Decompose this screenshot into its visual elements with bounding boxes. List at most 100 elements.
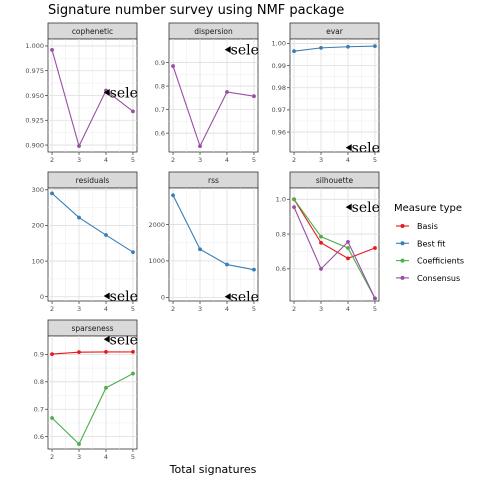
data-point <box>104 233 108 237</box>
x-tick-label: 3 <box>77 156 81 164</box>
series-line-basis <box>293 199 376 260</box>
y-tick-label: 0.96 <box>272 128 286 136</box>
select-label: select <box>231 290 273 306</box>
select-label: select <box>110 289 152 305</box>
strip-label-cophenetic: cophenetic <box>72 27 113 36</box>
data-point <box>77 144 81 148</box>
data-point <box>346 239 350 244</box>
select-label: select <box>110 332 152 348</box>
data-point <box>171 193 175 198</box>
data-point <box>131 371 135 376</box>
y-tick-label: 0.925 <box>25 117 44 125</box>
data-point <box>292 197 296 202</box>
y-tick-label: 300 <box>32 186 44 194</box>
triangle-left-icon <box>103 89 110 97</box>
select-label: select <box>352 141 394 157</box>
strip-label-rss: rss <box>208 176 219 185</box>
data-point <box>131 109 135 114</box>
legend-key-point <box>400 241 405 246</box>
y-tick-label: 0.8 <box>276 230 286 238</box>
y-tick-label: 1.00 <box>272 40 286 48</box>
series-line-basis <box>52 351 133 355</box>
y-tick-label: 0.7 <box>155 106 165 114</box>
triangle-left-icon <box>345 144 352 152</box>
y-tick-label: 0.6 <box>155 129 165 137</box>
select-label: select <box>110 86 152 102</box>
data-point <box>346 256 350 261</box>
y-tick-label: 1000 <box>148 257 165 265</box>
x-tick-label: 4 <box>346 305 350 313</box>
data-point <box>252 267 256 272</box>
triangle-left-icon <box>224 293 231 301</box>
series-line-consensus <box>51 49 134 148</box>
triangle-left-icon <box>224 46 231 54</box>
data-point <box>319 45 323 50</box>
x-tick-label: 3 <box>198 305 202 313</box>
data-point <box>104 385 108 390</box>
select-annotation: select <box>224 290 273 306</box>
x-tick-label: 5 <box>131 305 135 313</box>
panel-rss: rss 2 3 4 5 0 1000 2000 select <box>148 171 273 313</box>
y-tick-label: 1.0 <box>276 196 286 204</box>
series-line-coefficients <box>293 198 376 299</box>
y-tick-label: 0.8 <box>155 82 165 90</box>
series-line-best-fit <box>51 192 134 253</box>
legend-entry-best-fit: Best fit <box>396 239 445 248</box>
data-point <box>373 44 377 48</box>
panel-sparseness: sparseness 2 3 4 5 0.6 0.7 0.8 0.9 select <box>34 319 152 461</box>
y-tick-label: 0.6 <box>276 265 286 273</box>
y-tick-label: 0.900 <box>25 141 44 149</box>
legend-entry-coefficients: Coefficients <box>396 257 464 266</box>
x-tick-label: 5 <box>373 156 377 164</box>
x-tick-label: 4 <box>104 453 108 461</box>
data-point <box>50 416 54 420</box>
data-point <box>198 247 202 252</box>
data-point <box>319 266 323 271</box>
x-tick-label: 4 <box>225 305 229 313</box>
triangle-left-icon <box>345 203 352 211</box>
y-tick-label: 0.950 <box>25 92 44 100</box>
y-tick-label: 0.975 <box>25 67 44 75</box>
strip-label-sparseness: sparseness <box>71 324 113 333</box>
panel-cophenetic: cophenetic 2 3 4 5 0.900 0.925 0.950 0.975 1.000 s… <box>25 22 152 164</box>
x-tick-label: 3 <box>319 305 323 313</box>
legend-title: Measure type <box>394 203 462 214</box>
series-line-consensus <box>172 65 255 148</box>
x-tick-label: 5 <box>131 453 135 461</box>
legend-entry-consensus: Consensus <box>396 274 460 283</box>
chart-title: Signature number survey using NMF packag… <box>48 3 344 18</box>
legend-key-point <box>400 258 405 263</box>
x-tick-label: 2 <box>292 305 296 313</box>
x-tick-label: 3 <box>77 305 81 313</box>
panel-dispersion: dispersion 2 3 4 5 0.6 0.7 0.8 0.9 select <box>155 22 259 164</box>
x-tick-label: 3 <box>319 156 323 164</box>
data-point <box>131 350 135 354</box>
select-annotation: select <box>224 43 258 59</box>
y-tick-label: 0 <box>161 294 165 302</box>
y-tick-label: 2000 <box>148 221 165 229</box>
y-tick-label: 0.8 <box>34 378 44 386</box>
x-tick-label: 3 <box>77 453 81 461</box>
legend-key-point <box>400 224 405 228</box>
x-tick-label: 2 <box>50 453 54 461</box>
select-annotation: select <box>345 200 379 216</box>
y-tick-label: 0.9 <box>34 351 44 359</box>
x-tick-label: 4 <box>225 156 229 164</box>
y-tick-label: 100 <box>32 257 44 265</box>
y-tick-label: 0.98 <box>272 84 286 92</box>
data-point <box>77 442 81 446</box>
data-point <box>225 90 229 94</box>
x-tick-label: 4 <box>104 156 108 164</box>
x-tick-label: 5 <box>131 156 135 164</box>
x-tick-label: 4 <box>104 305 108 313</box>
x-tick-label: 2 <box>50 305 54 313</box>
x-axis-label: Total signatures <box>169 463 257 476</box>
x-tick-label: 2 <box>292 156 296 164</box>
strip-label-dispersion: dispersion <box>194 27 233 36</box>
x-tick-label: 5 <box>252 156 256 164</box>
legend-label: Consensus <box>417 274 460 283</box>
data-point <box>171 64 175 68</box>
data-point <box>50 191 54 196</box>
select-annotation: select <box>103 86 152 102</box>
